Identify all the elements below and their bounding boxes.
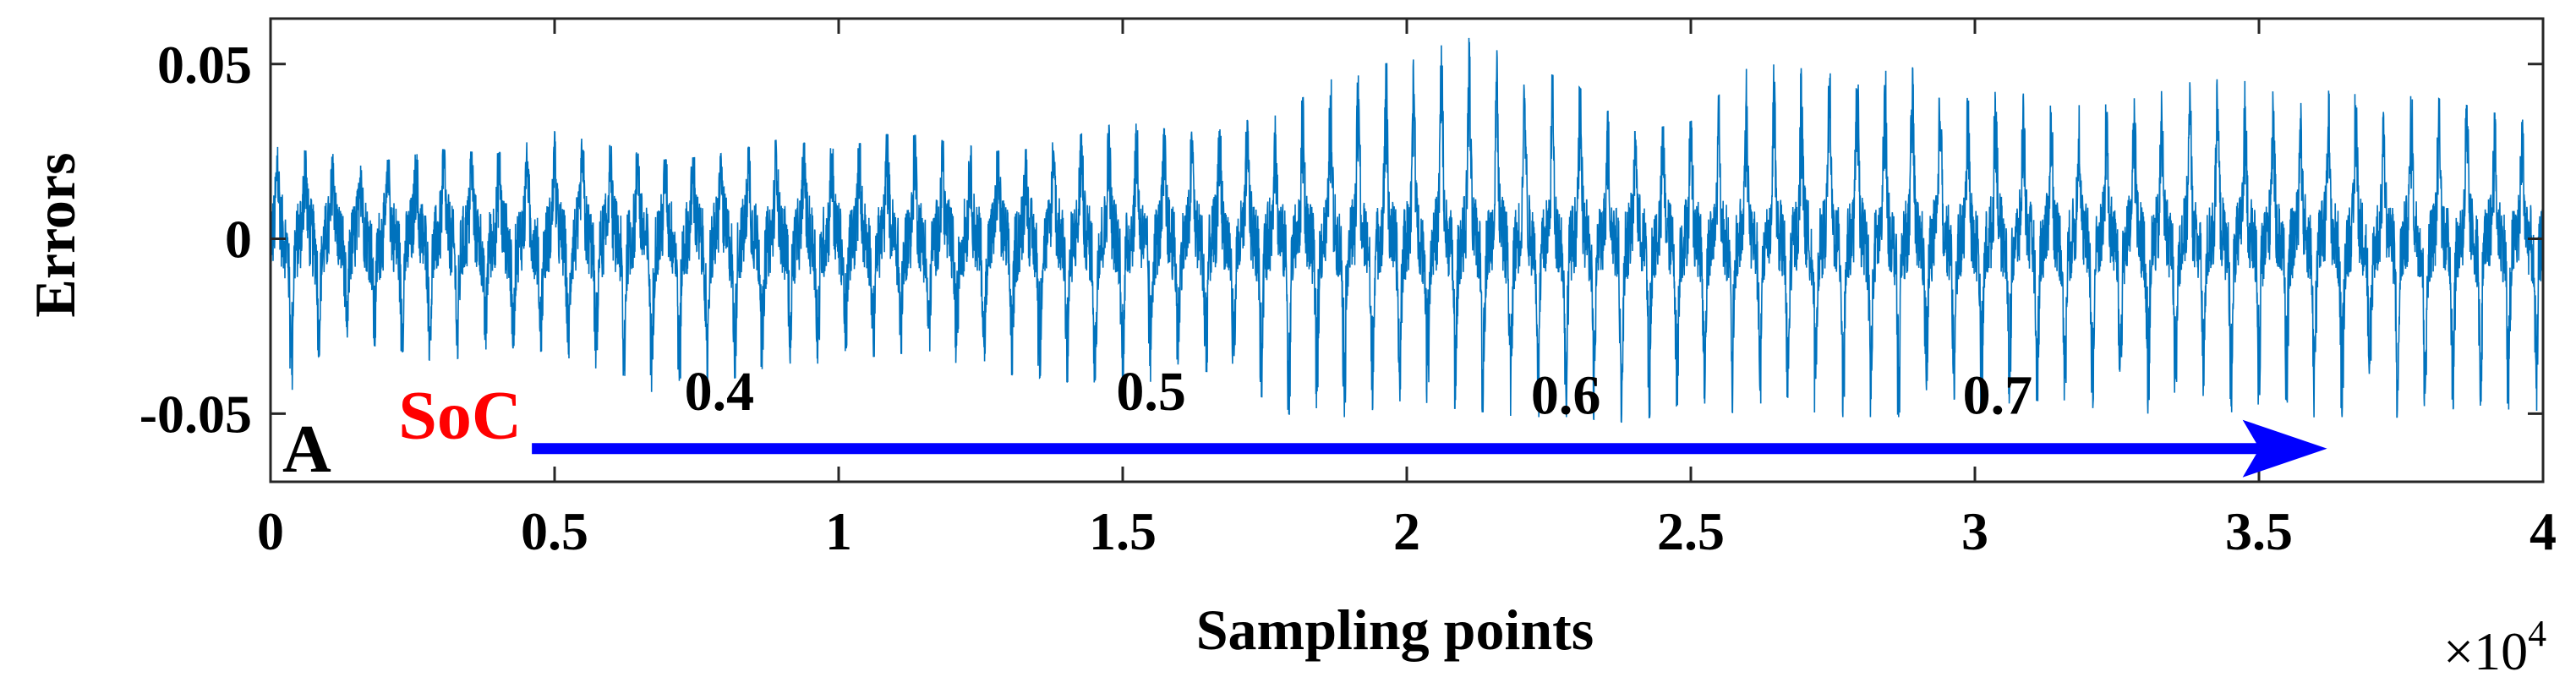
soc-value-label: 0.7 — [1963, 364, 2033, 426]
x-tick-label: 2 — [1393, 501, 1420, 561]
error-signal-line — [270, 37, 2544, 423]
soc-label: SoC — [398, 377, 522, 454]
x-tick-label: 0 — [257, 501, 284, 561]
panel-label: A — [282, 412, 331, 487]
x-axis-title: Sampling points — [1196, 598, 1594, 662]
x-tick-label: 2.5 — [1657, 501, 1725, 561]
x-axis-multiplier-exponent: 4 — [2528, 613, 2546, 654]
x-tick-label: 1.5 — [1089, 501, 1157, 561]
y-tick-label: 0.05 — [157, 35, 252, 95]
x-axis-multiplier: ×104 — [2443, 613, 2546, 681]
axis-ticks — [269, 19, 2545, 482]
x-axis-multiplier-base: ×10 — [2443, 621, 2528, 681]
soc-annotation: A SoC 0.4 0.5 0.6 0.7 — [282, 361, 2327, 487]
error-signal-series — [270, 37, 2544, 423]
soc-value-label: 0.6 — [1531, 364, 1601, 426]
x-tick-labels: 0 0.5 1 1.5 2 2.5 3 3.5 4 — [257, 501, 2557, 561]
y-axis-title: Errors — [23, 152, 87, 317]
y-tick-label: -0.05 — [139, 384, 252, 444]
y-tick-label: 0 — [225, 210, 252, 270]
soc-value-label: 0.5 — [1116, 361, 1186, 423]
y-tick-labels: 0.05 0 -0.05 — [139, 35, 252, 445]
soc-arrow-head — [2242, 419, 2327, 478]
x-tick-label: 3.5 — [2225, 501, 2293, 561]
soc-value-label: 0.4 — [685, 361, 755, 423]
x-tick-label: 0.5 — [521, 501, 588, 561]
x-tick-label: 4 — [2530, 501, 2557, 561]
x-tick-label: 3 — [1961, 501, 1988, 561]
x-tick-label: 1 — [825, 501, 852, 561]
